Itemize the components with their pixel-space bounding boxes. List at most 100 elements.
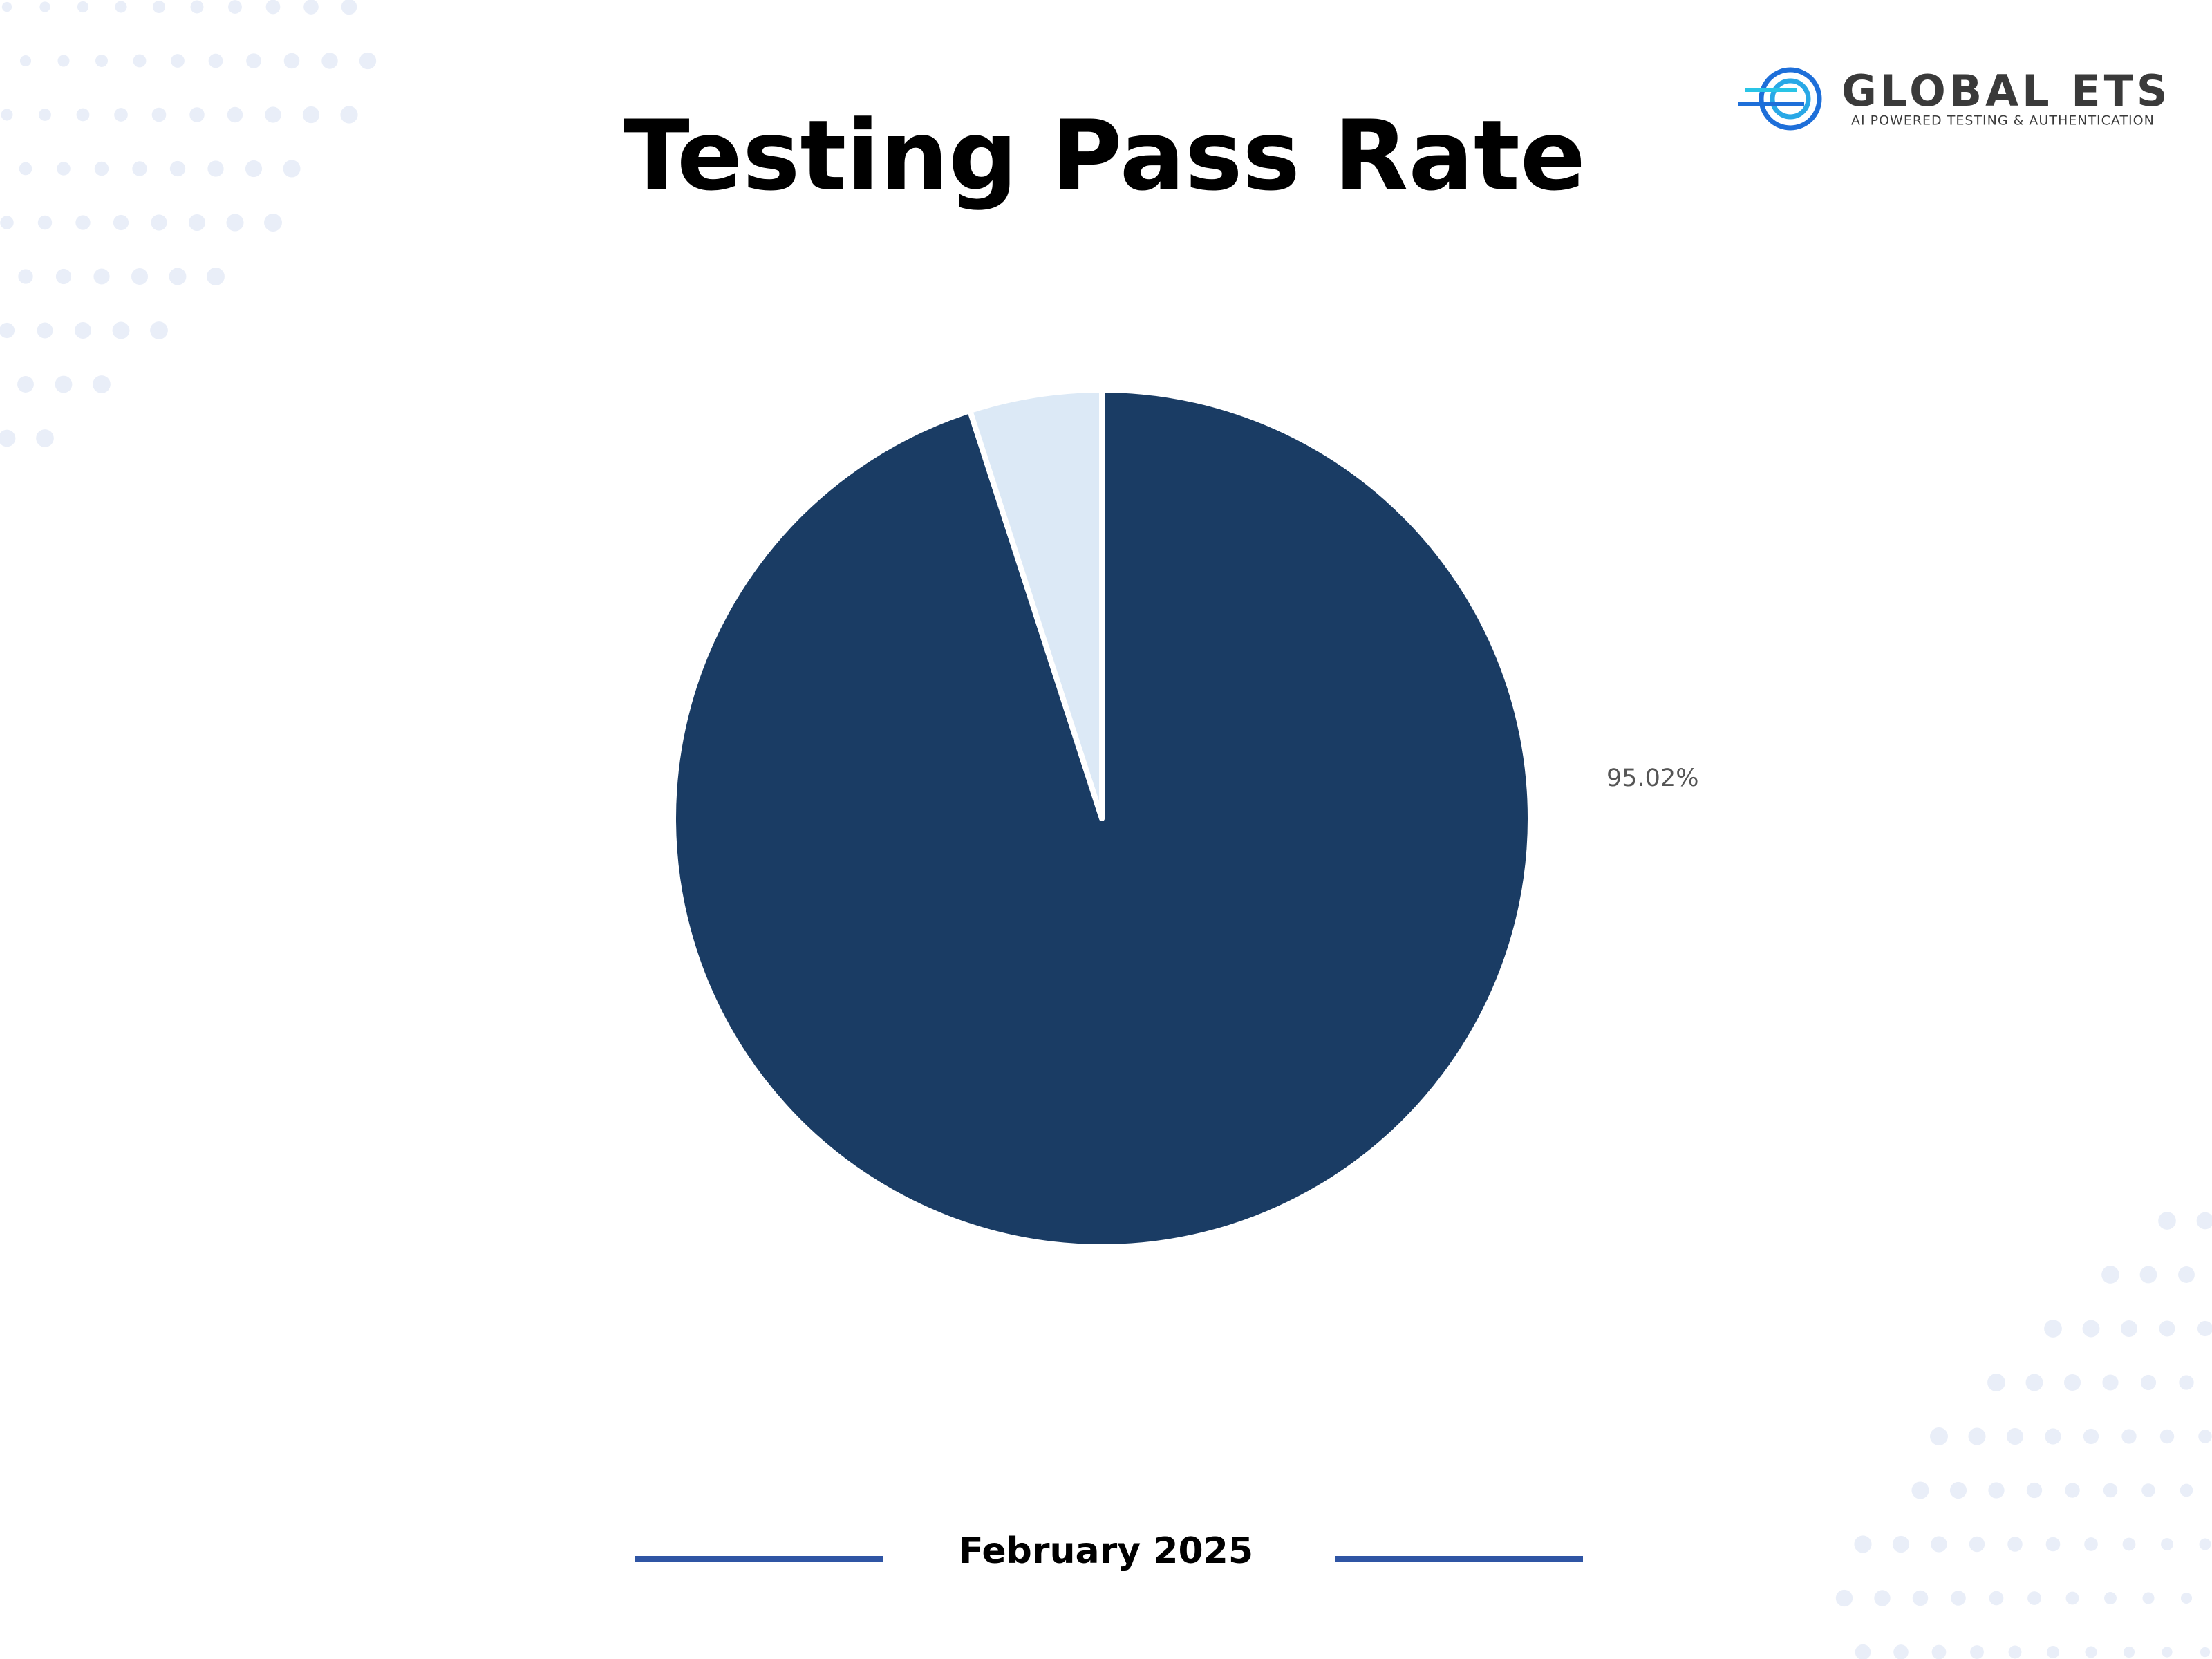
decor-dot: [2027, 1591, 2041, 1605]
decor-dot: [57, 55, 70, 67]
decor-dot: [1892, 1535, 1910, 1553]
decor-dot: [2085, 1646, 2097, 1658]
decor-dot: [227, 106, 243, 123]
decor-dot: [1, 1, 12, 12]
decor-dot: [153, 1, 165, 13]
decor-dot: [2198, 1430, 2212, 1443]
decor-dot: [1874, 1590, 1891, 1606]
decor-dot: [1911, 1481, 1929, 1499]
decor-dot: [0, 429, 16, 447]
decor-dot: [1931, 1536, 1947, 1553]
decor-dot: [2045, 1428, 2061, 1445]
decor-dot: [36, 429, 54, 447]
decor-dot: [55, 268, 72, 285]
decor-dot: [2199, 1538, 2211, 1550]
decor-dot: [39, 109, 51, 121]
decor-dot: [207, 268, 225, 285]
decor-dot: [228, 0, 242, 14]
decor-dot: [1949, 1481, 1967, 1499]
decor-dot: [0, 216, 14, 229]
decor-dot: [190, 0, 204, 14]
decor-dot: [2178, 1266, 2195, 1283]
decor-dot: [17, 376, 34, 393]
decor-dot: [75, 322, 91, 339]
decor-dot: [226, 214, 244, 232]
decor-dot: [2104, 1592, 2117, 1604]
decor-dot: [265, 106, 281, 123]
logo-ring: [1759, 67, 1822, 131]
decor-dot: [2121, 1320, 2137, 1337]
decor-dot: [340, 106, 358, 124]
decor-dot: [131, 268, 149, 285]
decor-dot: [1, 109, 13, 121]
decor-dot: [132, 161, 147, 176]
decor-dot: [93, 375, 111, 393]
decor-dot: [75, 215, 91, 230]
logo-ring: [1770, 78, 1811, 120]
decor-dot: [2196, 1212, 2212, 1230]
decor-dot: [1855, 1644, 1871, 1659]
decor-dot: [19, 162, 32, 176]
chart-title: Testing Pass Rate: [624, 100, 1586, 213]
decor-dot: [115, 1, 127, 13]
decor-dot: [2008, 1645, 2022, 1659]
decor-dot: [2006, 1427, 2024, 1445]
decor-dot: [2007, 1537, 2023, 1552]
decor-dot: [57, 162, 71, 176]
decor-dot: [2121, 1429, 2137, 1444]
decor-dot: [2101, 1266, 2119, 1284]
decor-dot: [1968, 1427, 1986, 1445]
decor-dot: [188, 214, 206, 232]
decor-dot: [2179, 1375, 2194, 1390]
decor-dot: [2083, 1428, 2099, 1445]
pie-slice: [967, 387, 1105, 821]
decor-dot: [93, 268, 110, 285]
decor-dot: [150, 321, 168, 339]
decor-dot: [2161, 1538, 2173, 1550]
decor-dot: [133, 54, 147, 68]
decor-dot: [94, 161, 109, 176]
decor-dot: [2102, 1374, 2119, 1391]
decor-dot: [39, 1, 50, 12]
logo: GLOBAL ETS AI POWERED TESTING & AUTHENTI…: [1738, 66, 2171, 131]
decor-dot: [2044, 1320, 2062, 1338]
brand-tagline: AI POWERED TESTING & AUTHENTICATION: [1851, 113, 2155, 129]
decor-dot: [169, 268, 187, 285]
decor-dot: [2180, 1592, 2193, 1604]
decor-dot: [2047, 1646, 2059, 1658]
decor-dot: [359, 52, 377, 70]
decor-dot: [1893, 1644, 1909, 1659]
decor-dot: [19, 55, 32, 67]
decor-dot: [2063, 1374, 2081, 1391]
decor-dot: [2159, 1429, 2175, 1444]
decor-dot: [1987, 1374, 2005, 1391]
decor-dot: [169, 160, 186, 177]
decor-dot: [2200, 1647, 2211, 1658]
decor-dot: [2025, 1374, 2043, 1391]
decor-dot: [151, 107, 167, 122]
decor-dot: [18, 269, 33, 284]
decor-dot: [2045, 1537, 2061, 1552]
decor-dot: [76, 108, 90, 122]
decor-dot: [2065, 1591, 2079, 1605]
decor-dot: [283, 160, 301, 178]
decor-dot: [113, 214, 129, 231]
decor-dot: [114, 108, 128, 122]
decor-dot: [1988, 1482, 2005, 1499]
footer-date: February 2025: [959, 1530, 1253, 1572]
decor-dot: [321, 53, 338, 69]
decor-dot: [265, 0, 281, 15]
decor-dot: [1951, 1591, 1966, 1606]
decor-dot: [2082, 1320, 2100, 1338]
decor-dot: [208, 53, 223, 68]
decor-dot: [2065, 1483, 2080, 1498]
decor-dot: [37, 215, 53, 230]
decor-dot: [171, 54, 185, 68]
decor-dot: [2122, 1537, 2136, 1551]
brand-name: GLOBAL ETS: [1841, 66, 2171, 116]
decor-dot: [207, 160, 224, 177]
decor-dot: [189, 107, 205, 122]
pie: 95.02%: [671, 387, 1698, 1250]
